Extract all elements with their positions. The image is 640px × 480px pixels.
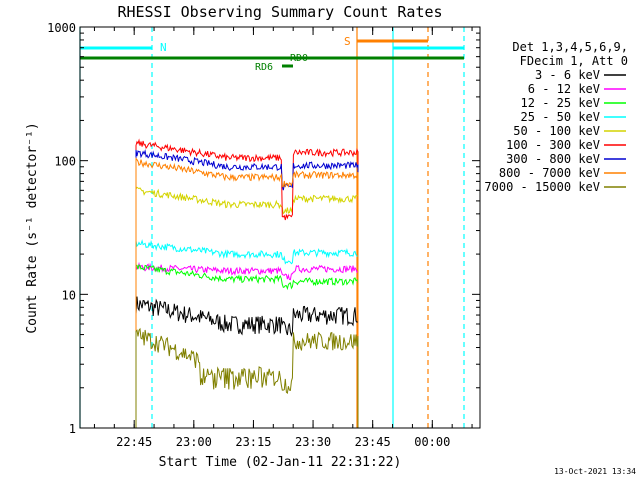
y-tick-label: 1 xyxy=(69,422,76,436)
legend-label-5: 50 - 100 keV xyxy=(513,124,600,138)
series-line-1 xyxy=(135,296,359,428)
y-tick-label: 1000 xyxy=(47,21,76,35)
series-line-3 xyxy=(135,264,359,428)
series-line-2 xyxy=(135,261,359,428)
legend-label-9: 7000 - 15000 keV xyxy=(484,180,600,194)
legend-label-3: 12 - 25 keV xyxy=(521,96,600,110)
axes: 1 10 100 1000 22:45 23:00 23:15 23:30 23:45 00:00 xyxy=(47,21,481,449)
x-tick-label: 00:00 xyxy=(414,435,450,449)
rd6-label: RD6 xyxy=(255,62,273,73)
plot-frame xyxy=(79,26,481,429)
legend-label-7: 300 - 800 keV xyxy=(506,152,600,166)
x-tick-label: 23:00 xyxy=(176,435,212,449)
series-line-5 xyxy=(135,186,359,428)
y-tick-label: 100 xyxy=(54,155,76,169)
series-line-8 xyxy=(135,157,359,428)
legend-header-line-1: Det 1,3,4,5,6,9, xyxy=(512,40,628,54)
legend-label-1: 3 - 6 keV xyxy=(535,68,600,82)
series-line-7 xyxy=(135,149,359,428)
legend-label-4: 25 - 50 keV xyxy=(521,110,600,124)
x-tick-label: 23:45 xyxy=(355,435,391,449)
night-label: N xyxy=(160,41,167,54)
x-tick-label: 23:30 xyxy=(295,435,331,449)
legend-header-line-2: FDecim 1, Att 0 xyxy=(520,54,628,68)
x-axis-label: Start Time (02-Jan-11 22:31:22) xyxy=(159,455,402,470)
series-line-9 xyxy=(135,327,359,428)
series-layer xyxy=(135,138,359,428)
series-line-6 xyxy=(135,138,359,428)
saa-label: S xyxy=(344,35,351,48)
rd0-label: RD0 xyxy=(290,53,308,64)
y-tick-label: 10 xyxy=(62,288,76,302)
legend-label-2: 6 - 12 keV xyxy=(528,82,600,96)
timestamp: 13-Oct-2021 13:34 xyxy=(554,467,636,476)
chart-title: RHESSI Observing Summary Count Rates xyxy=(117,3,442,21)
legend: Det 1,3,4,5,6,9, FDecim 1, Att 0 3 - 6 k… xyxy=(484,40,628,194)
legend-label-8: 800 - 7000 keV xyxy=(499,166,600,180)
x-tick-label: 22:45 xyxy=(116,435,152,449)
series-line-4 xyxy=(135,239,359,428)
x-tick-label: 23:15 xyxy=(235,435,271,449)
plot-area: N S RD0 RD6 xyxy=(79,27,465,428)
y-axis-label: Count Rate (s⁻¹ detector⁻¹) xyxy=(25,122,40,333)
legend-label-6: 100 - 300 keV xyxy=(506,138,600,152)
